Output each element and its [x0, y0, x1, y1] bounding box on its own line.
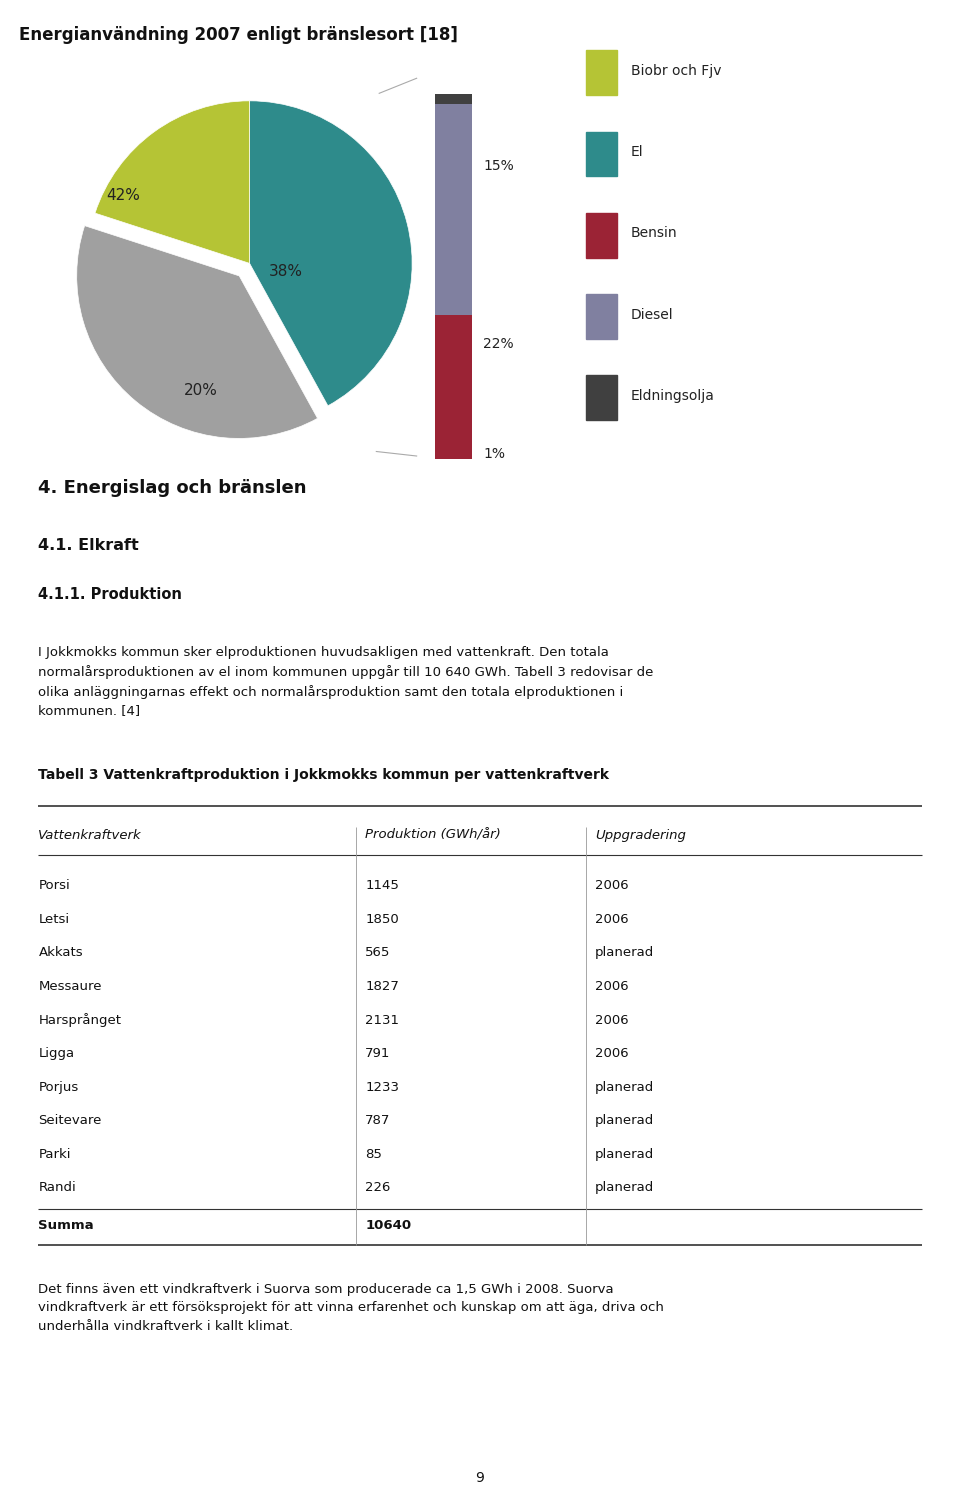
- Wedge shape: [250, 101, 412, 406]
- Text: Det finns även ett vindkraftverk i Suorva som producerade ca 1,5 GWh i 2008. Suo: Det finns även ett vindkraftverk i Suorv…: [38, 1282, 664, 1333]
- Text: 1827: 1827: [365, 980, 399, 993]
- Text: 22%: 22%: [484, 337, 514, 351]
- Text: 15%: 15%: [484, 160, 515, 173]
- Text: I Jokkmokks kommun sker elproduktionen huvudsakligen med vattenkraft. Den totala: I Jokkmokks kommun sker elproduktionen h…: [38, 646, 654, 718]
- Text: Summa: Summa: [38, 1219, 94, 1231]
- Text: 2006: 2006: [595, 1047, 629, 1060]
- Text: 2006: 2006: [595, 980, 629, 993]
- Text: 42%: 42%: [106, 188, 140, 203]
- Text: Vattenkraftverk: Vattenkraftverk: [38, 829, 142, 841]
- Text: 2006: 2006: [595, 914, 629, 926]
- Text: planerad: planerad: [595, 1181, 654, 1193]
- Text: Porsi: Porsi: [38, 879, 70, 892]
- Text: 1145: 1145: [365, 879, 399, 892]
- Text: 791: 791: [365, 1047, 391, 1060]
- Text: 2006: 2006: [595, 1013, 629, 1026]
- Text: 2006: 2006: [595, 879, 629, 892]
- Text: 787: 787: [365, 1114, 391, 1127]
- Text: Biobr och Fjv: Biobr och Fjv: [631, 63, 721, 78]
- Text: 1233: 1233: [365, 1081, 399, 1094]
- Text: 9: 9: [475, 1470, 485, 1485]
- Bar: [586, 214, 616, 257]
- Bar: [435, 104, 471, 315]
- Text: 565: 565: [365, 947, 391, 960]
- Text: Tabell 3 Vattenkraftproduktion i Jokkmokks kommun per vattenkraftverk: Tabell 3 Vattenkraftproduktion i Jokkmok…: [38, 768, 610, 781]
- Text: Energianvändning 2007 enligt bränslesort [18]: Energianvändning 2007 enligt bränslesort…: [19, 26, 458, 44]
- Text: 4.1.1. Produktion: 4.1.1. Produktion: [38, 587, 182, 602]
- Text: Harsprånget: Harsprånget: [38, 1013, 121, 1028]
- Text: planerad: planerad: [595, 1148, 654, 1160]
- Text: Letsi: Letsi: [38, 914, 69, 926]
- Text: Diesel: Diesel: [631, 307, 673, 322]
- Text: 226: 226: [365, 1181, 391, 1193]
- Text: Eldningsolja: Eldningsolja: [631, 388, 714, 403]
- Text: Uppgradering: Uppgradering: [595, 829, 685, 841]
- Text: Bensin: Bensin: [631, 226, 677, 241]
- Text: planerad: planerad: [595, 947, 654, 960]
- Text: Randi: Randi: [38, 1181, 76, 1193]
- Bar: [435, 95, 471, 104]
- Text: Akkats: Akkats: [38, 947, 83, 960]
- Text: 4.1. Elkraft: 4.1. Elkraft: [38, 539, 139, 552]
- Text: 2131: 2131: [365, 1013, 399, 1026]
- Text: 1850: 1850: [365, 914, 399, 926]
- Wedge shape: [95, 101, 250, 263]
- Text: 38%: 38%: [269, 263, 302, 278]
- Bar: [586, 295, 616, 339]
- Text: 20%: 20%: [184, 382, 218, 397]
- Bar: [586, 132, 616, 176]
- Text: Porjus: Porjus: [38, 1081, 79, 1094]
- Bar: [586, 50, 616, 95]
- Text: Produktion (GWh/år): Produktion (GWh/år): [365, 829, 501, 841]
- Bar: [435, 315, 471, 459]
- Text: 10640: 10640: [365, 1219, 411, 1231]
- Text: 1%: 1%: [484, 447, 505, 461]
- Text: Seitevare: Seitevare: [38, 1114, 102, 1127]
- Text: planerad: planerad: [595, 1114, 654, 1127]
- Text: Parki: Parki: [38, 1148, 71, 1160]
- Wedge shape: [77, 226, 318, 438]
- Text: planerad: planerad: [595, 1081, 654, 1094]
- Text: Ligga: Ligga: [38, 1047, 75, 1060]
- Text: Messaure: Messaure: [38, 980, 102, 993]
- Bar: [586, 376, 616, 420]
- Text: 85: 85: [365, 1148, 382, 1160]
- Text: El: El: [631, 144, 643, 160]
- Text: 4. Energislag och bränslen: 4. Energislag och bränslen: [38, 479, 307, 497]
